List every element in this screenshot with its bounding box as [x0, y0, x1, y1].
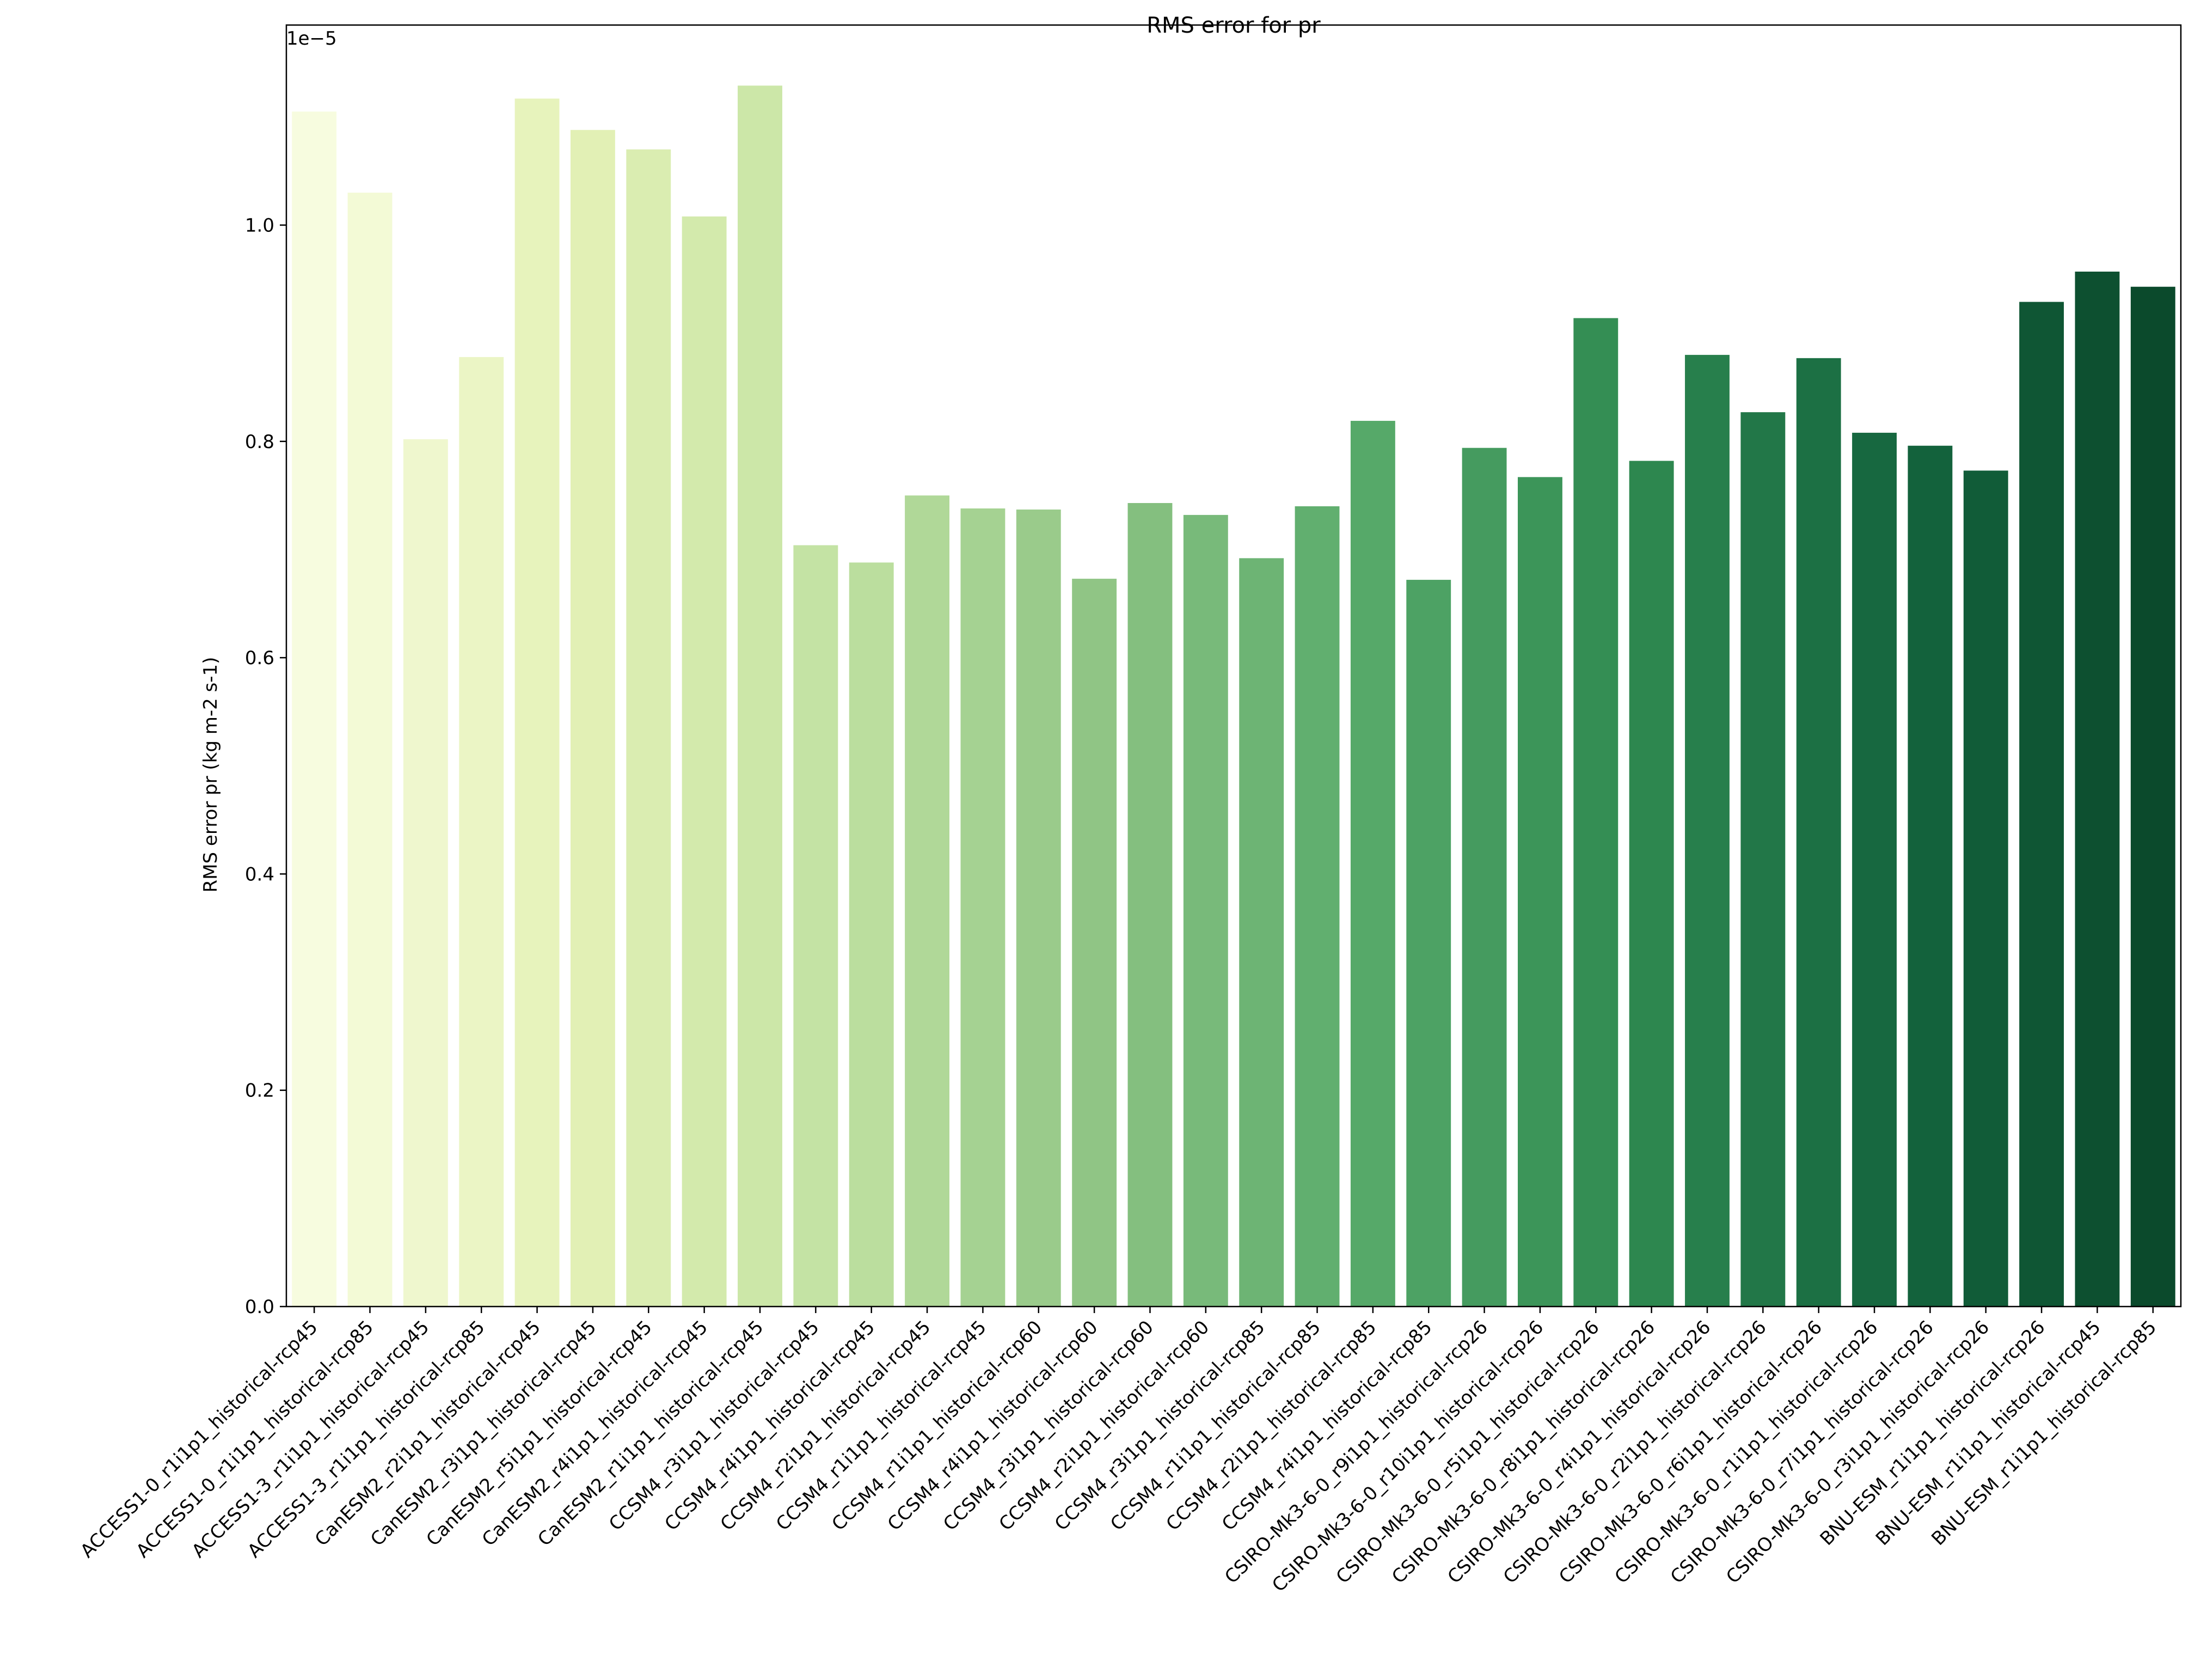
- bar-CanESM2_r4i1p1_historical-rcp45: [682, 216, 727, 1307]
- bar-CSIRO-Mk3-6-0_r2i1p1_historical-rcp26: [1740, 412, 1786, 1307]
- y-tick-label: 1.0: [245, 215, 274, 237]
- bar-CCSM4_r4i1p1_historical-rcp45: [849, 562, 894, 1307]
- bar-CanESM2_r3i1p1_historical-rcp45: [571, 130, 615, 1307]
- bar-CSIRO-Mk3-6-0_r8i1p1_historical-rcp26: [1629, 461, 1674, 1307]
- y-axis-label: RMS error pr (kg m-2 s-1): [200, 657, 222, 893]
- x-tick-label: CSIRO-Mk3-6-0_r7i1p1_historical-rcp26: [1666, 1316, 1938, 1588]
- bar-CSIRO-Mk3-6-0_r3i1p1_historical-rcp26: [1963, 470, 2008, 1307]
- y-tick-label: 0.0: [245, 1296, 274, 1318]
- bar-CCSM4_r2i1p1_historical-rcp85: [1350, 421, 1395, 1307]
- bar-CSIRO-Mk3-6-0_r5i1p1_historical-rcp26: [1573, 318, 1618, 1307]
- bar-CCSM4_r1i1p1_historical-rcp60: [1016, 509, 1061, 1307]
- bar-BNU-ESM_r1i1p1_historical-rcp26: [2019, 302, 2064, 1307]
- bar-CSIRO-Mk3-6-0_r7i1p1_historical-rcp26: [1908, 445, 1953, 1307]
- bars-group: [292, 85, 2175, 1307]
- bar-ACCESS1-0_r1i1p1_historical-rcp45: [292, 111, 337, 1307]
- bar-CSIRO-Mk3-6-0_r10i1p1_historical-rcp26: [1518, 477, 1562, 1307]
- bar-ACCESS1-3_r1i1p1_historical-rcp85: [459, 357, 504, 1307]
- bar-CCSM4_r3i1p1_historical-rcp60: [1127, 503, 1173, 1307]
- bar-ACCESS1-0_r1i1p1_historical-rcp85: [347, 192, 393, 1307]
- y-offset-label: 1e−5: [286, 28, 337, 50]
- x-tick-label: CSIRO-Mk3-6-0_r5i1p1_historical-rcp26: [1332, 1316, 1604, 1588]
- bar-CSIRO-Mk3-6-0_r4i1p1_historical-rcp26: [1685, 354, 1730, 1307]
- bar-CCSM4_r2i1p1_historical-rcp60: [1183, 514, 1228, 1307]
- bar-CCSM4_r2i1p1_historical-rcp45: [905, 495, 949, 1307]
- bar-CSIRO-Mk3-6-0_r9i1p1_historical-rcp26: [1462, 447, 1507, 1307]
- plot-frame: [285, 24, 2182, 1308]
- bar-BNU-ESM_r1i1p1_historical-rcp85: [2130, 286, 2175, 1307]
- x-tick-label: CSIRO-Mk3-6-0_r1i1p1_historical-rcp26: [1610, 1316, 1882, 1588]
- y-tick-label: 0.8: [245, 431, 274, 453]
- bar-CanESM2_r2i1p1_historical-rcp45: [514, 99, 560, 1307]
- chart-title: RMS error for pr: [1147, 13, 1321, 38]
- bar-ACCESS1-3_r1i1p1_historical-rcp45: [403, 439, 448, 1307]
- bar-CCSM4_r1i1p1_historical-rcp85: [1295, 506, 1340, 1307]
- bar-CanESM2_r5i1p1_historical-rcp45: [626, 149, 671, 1307]
- x-tick-label: CSIRO-Mk3-6-0_r2i1p1_historical-rcp26: [1499, 1316, 1771, 1588]
- x-tick-label: CSIRO-Mk3-6-0_r9i1p1_historical-rcp26: [1221, 1316, 1492, 1588]
- bar-CanESM2_r1i1p1_historical-rcp45: [738, 85, 782, 1307]
- y-tick-label: 0.4: [245, 863, 274, 885]
- x-tick-label: CSIRO-Mk3-6-0_r6i1p1_historical-rcp26: [1555, 1316, 1826, 1588]
- y-tick-label: 0.2: [245, 1080, 274, 1102]
- bar-CSIRO-Mk3-6-0_r6i1p1_historical-rcp26: [1796, 358, 1841, 1307]
- x-tick-label: CSIRO-Mk3-6-0_r3i1p1_historical-rcp26: [1722, 1316, 1994, 1588]
- bar-CSIRO-Mk3-6-0_r1i1p1_historical-rcp26: [1852, 432, 1897, 1307]
- x-tick-label: CSIRO-Mk3-6-0_r8i1p1_historical-rcp26: [1388, 1316, 1659, 1588]
- bar-CCSM4_r1i1p1_historical-rcp45: [960, 508, 1006, 1307]
- bar-CCSM4_r4i1p1_historical-rcp85: [1406, 580, 1451, 1307]
- bar-CCSM4_r4i1p1_historical-rcp60: [1072, 579, 1117, 1307]
- x-tick-label: CSIRO-Mk3-6-0_r4i1p1_historical-rcp26: [1443, 1316, 1715, 1588]
- bar-CCSM4_r3i1p1_historical-rcp85: [1239, 558, 1284, 1307]
- y-tick-label: 0.6: [245, 647, 274, 669]
- bar-CCSM4_r3i1p1_historical-rcp45: [793, 545, 838, 1307]
- bar-BNU-ESM_r1i1p1_historical-rcp45: [2075, 271, 2120, 1307]
